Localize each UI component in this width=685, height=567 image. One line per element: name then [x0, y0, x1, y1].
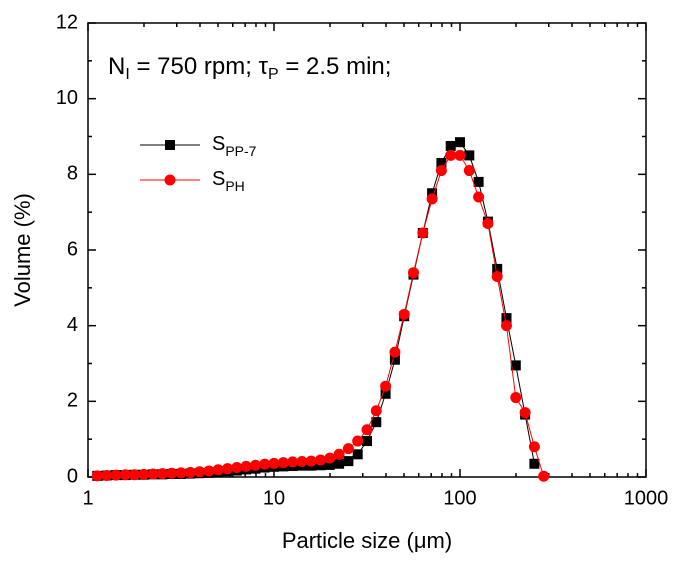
legend-subscript: PP-7 [225, 143, 256, 159]
data-point [473, 176, 484, 187]
data-point [128, 469, 140, 481]
data-point [380, 380, 392, 392]
data-point [463, 165, 475, 177]
y-tick-label: 0 [67, 465, 78, 487]
x-tick-label: 1 [82, 487, 93, 509]
data-point [501, 313, 512, 324]
data-point [529, 458, 540, 469]
data-point [445, 149, 457, 161]
y-tick-label: 6 [67, 238, 78, 260]
data-point [491, 270, 503, 282]
data-point [454, 149, 466, 161]
annotation-subscript: I [125, 66, 129, 83]
series-line [97, 154, 545, 477]
data-point [352, 449, 363, 460]
legend-marker [164, 174, 176, 186]
x-tick-label: 10 [263, 487, 285, 509]
data-point [249, 459, 261, 471]
data-point [184, 466, 196, 478]
data-point [343, 456, 354, 467]
data-point [473, 191, 485, 203]
x-tick-label: 100 [443, 487, 476, 509]
data-point [361, 424, 373, 436]
data-point [296, 455, 308, 467]
data-point [175, 467, 187, 479]
data-point [361, 436, 372, 447]
data-point [101, 469, 113, 481]
y-tick-label: 2 [67, 390, 78, 412]
data-point [464, 150, 475, 161]
data-point [407, 267, 419, 279]
data-point [427, 188, 438, 199]
data-point [389, 354, 400, 365]
data-point [445, 140, 456, 151]
data-point [510, 360, 521, 371]
data-point [268, 457, 280, 469]
data-point [119, 469, 131, 481]
x-tick-label: 1000 [624, 487, 669, 509]
data-point [287, 456, 299, 468]
data-point [455, 137, 465, 148]
data-point [510, 392, 522, 404]
data-point [333, 448, 345, 460]
data-point [519, 407, 531, 419]
y-tick-label: 12 [56, 11, 78, 33]
data-point [436, 157, 447, 168]
data-point [370, 405, 382, 417]
annotation-part: = 2.5 min; [279, 53, 392, 80]
legend-marker [165, 140, 175, 150]
legend-name: S [212, 133, 225, 155]
data-point [305, 455, 317, 467]
legend-label: SPH [212, 168, 245, 193]
legend-label: SPP-7 [212, 133, 257, 158]
plot-frame [87, 22, 647, 478]
annotation: NI = 750 rpm; τP = 2.5 min; [108, 53, 391, 83]
data-point [380, 388, 391, 399]
data-point [398, 308, 410, 320]
data-point [528, 441, 540, 453]
data-point [352, 435, 364, 447]
y-axis-label: Volume (%) [10, 193, 35, 307]
y-tick-label: 4 [67, 314, 78, 336]
data-point [138, 468, 150, 480]
annotation-part: N [108, 53, 125, 80]
data-point [492, 263, 503, 274]
data-point [231, 462, 243, 474]
data-point [538, 470, 550, 482]
data-point [426, 193, 438, 205]
data-point [314, 454, 326, 466]
data-point [91, 470, 103, 482]
data-point [212, 464, 224, 476]
data-point [147, 468, 159, 480]
data-point [259, 458, 271, 470]
data-point [203, 465, 215, 477]
data-point [389, 346, 401, 358]
annotation-subscript: P [268, 66, 279, 83]
legend-name: S [212, 168, 225, 190]
data-point [482, 218, 494, 230]
data-point [500, 320, 512, 332]
data-point [342, 443, 354, 455]
data-point [371, 417, 382, 428]
data-point [324, 452, 336, 464]
data-point [324, 459, 335, 470]
x-axis-label: Particle size (μm) [282, 528, 452, 553]
legend-subscript: PH [225, 178, 244, 194]
series-line [97, 141, 535, 477]
data-point [221, 463, 233, 475]
data-point [156, 468, 168, 480]
annotation-part: = 750 rpm; τ [130, 53, 269, 80]
data-point [240, 460, 252, 472]
data-point [435, 165, 447, 177]
data-point [334, 458, 345, 469]
y-tick-label: 8 [67, 163, 78, 185]
data-point [194, 466, 206, 478]
data-point [277, 457, 289, 469]
y-tick-label: 10 [56, 87, 78, 109]
data-point [110, 469, 122, 481]
data-point [166, 467, 178, 479]
data-point [417, 227, 429, 239]
